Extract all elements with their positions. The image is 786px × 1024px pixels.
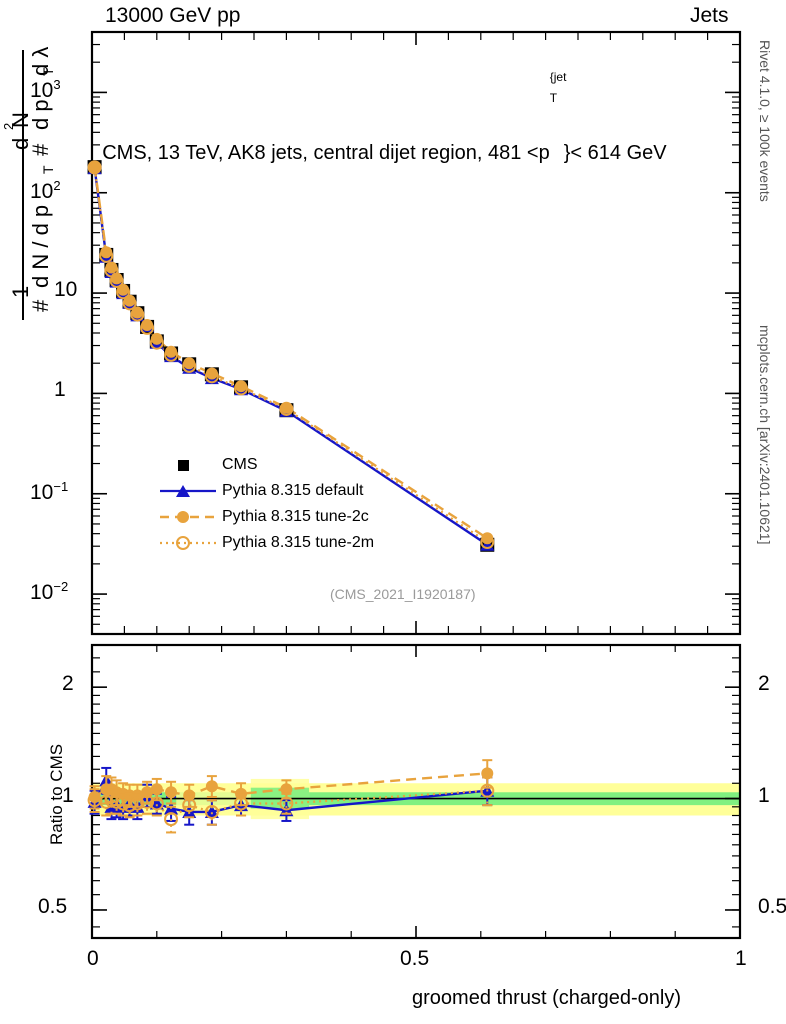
- legend-swatch-pythia-2m: [160, 536, 216, 550]
- ratio-ytick-label: 0.5: [38, 894, 68, 918]
- main-ytick-label: 10: [54, 278, 78, 302]
- main-datapoint-2-1: [100, 246, 113, 259]
- ratio-datapoint-1-11: [205, 780, 218, 793]
- ratio-datapoint-2-7: [140, 794, 155, 809]
- main-datapoint-3-14: [480, 535, 495, 550]
- main-datapoint-3-7: [140, 320, 155, 335]
- ratio-ytick-label-right: 1: [758, 783, 770, 807]
- ratio-datapoint-2-8: [149, 796, 164, 811]
- ratio-datapoint-2-10: [182, 798, 197, 813]
- main-datapoint-3-6: [130, 307, 145, 322]
- ratio-datapoint-1-9: [165, 786, 178, 799]
- main-ytick-label: 103: [30, 77, 61, 103]
- header-right-label: Jets: [690, 4, 729, 27]
- main-datapoint-3-11: [204, 369, 219, 384]
- main-datapoint-3-1: [99, 248, 114, 263]
- ratio-datapoint-2-11: [204, 804, 219, 819]
- main-datapoint-3-10: [182, 358, 197, 373]
- ratio-datapoint-0-8: [149, 796, 164, 810]
- ratio-datapoint-2-4: [116, 796, 131, 811]
- main-datapoint-3-13: [279, 401, 294, 416]
- ratio-xtick-label: 1: [735, 947, 747, 970]
- main-datapoint-3-5: [122, 296, 137, 311]
- ratio-ytick-label: 2: [62, 672, 74, 696]
- main-ylabel: # d N / d p T 1 # d 2 N d p T d λ: [0, 30, 60, 330]
- legend-swatch-pythia-default: [160, 485, 216, 497]
- main-datapoint-3-3: [109, 273, 124, 288]
- legend-label-pythia-default: Pythia 8.315 default: [222, 482, 364, 499]
- plot-title: CMS, 13 TeV, AK8 jets, central dijet reg…: [80, 63, 667, 183]
- plot-title-main: CMS, 13 TeV, AK8 jets, central dijet reg…: [102, 142, 550, 164]
- ratio-datapoint-2-9: [164, 812, 179, 827]
- ratio-datapoint-2-13: [279, 796, 294, 811]
- analysis-id-watermark: (CMS_2021_I1920187): [330, 586, 476, 602]
- plot-title-subscript: T: [549, 91, 558, 105]
- main-datapoint-3-4: [116, 285, 131, 300]
- ratio-ytick-label-right: 2: [758, 672, 770, 696]
- plot-title-superscript: {jet: [549, 70, 567, 84]
- main-datapoint-2-14: [481, 532, 494, 545]
- header-left-label: 13000 GeV pp: [105, 4, 241, 27]
- main-ytick-label: 10−1: [30, 478, 69, 504]
- legend-label-pythia-2m: Pythia 8.315 tune-2m: [222, 534, 375, 551]
- ratio-datapoint-0-11: [204, 804, 219, 818]
- ratio-datapoint-1-14: [481, 767, 494, 780]
- ratio-xtick-label: 0.5: [400, 947, 430, 970]
- ratio-datapoint-2-12: [234, 796, 249, 811]
- ratio-datapoint-2-6: [130, 796, 145, 811]
- ratio-datapoint-1-13: [280, 783, 293, 796]
- xaxis-label: groomed thrust (charged-only): [412, 987, 682, 1009]
- legend-label-pythia-2c: Pythia 8.315 tune-2c: [222, 508, 369, 525]
- plot-title-tail: }< 614 GeV: [563, 142, 667, 164]
- main-series-line-2: [93, 166, 488, 540]
- main-ytick-label: 10−2: [30, 579, 69, 605]
- ratio-ytick-label-right: 0.5: [758, 894, 786, 918]
- ratio-datapoint-2-14: [480, 783, 495, 798]
- legend-swatch-cms: [178, 460, 189, 471]
- ratio-ytick-label: 1: [62, 783, 74, 807]
- main-ytick-label: 102: [30, 177, 61, 203]
- ylabel-fraction-bar: [22, 50, 24, 320]
- main-datapoint-3-8: [149, 335, 164, 350]
- ratio-datapoint-2-5: [122, 798, 137, 813]
- main-datapoint-3-0: [87, 160, 102, 175]
- main-datapoint-2-0: [88, 160, 101, 173]
- main-datapoint-2-8: [150, 332, 163, 345]
- legend-swatch-pythia-2c: [160, 511, 216, 523]
- main-datapoint-3-12: [234, 381, 249, 396]
- main-ytick-label: 1: [54, 378, 66, 402]
- legend-label-cms: CMS: [222, 456, 258, 473]
- ratio-datapoint-2-3: [109, 794, 124, 809]
- ratio-xtick-label: 0: [87, 947, 99, 970]
- main-datapoint-3-9: [164, 347, 179, 362]
